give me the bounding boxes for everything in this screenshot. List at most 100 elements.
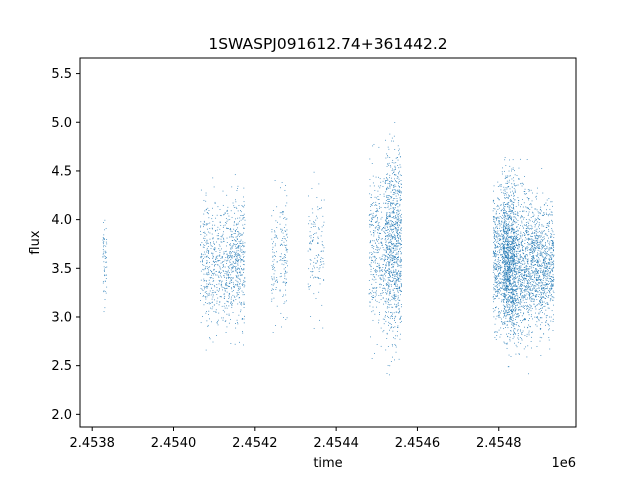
data-point [536,262,538,263]
data-point [506,232,508,234]
data-point [284,281,286,283]
data-point [204,280,206,281]
data-point [204,238,206,239]
data-point [515,262,516,264]
data-point [232,270,234,272]
data-point [387,235,388,236]
data-point [501,217,502,219]
data-point [219,265,221,267]
data-point [225,282,227,284]
data-point [513,183,515,185]
data-point [518,309,520,311]
data-point [502,238,504,239]
data-point [309,243,311,245]
data-point [212,224,214,226]
data-point [383,202,385,204]
data-point [511,190,513,192]
data-point [374,190,376,191]
data-point [382,271,383,273]
data-point [527,326,529,328]
data-point [522,320,523,322]
data-point [508,195,510,197]
data-point [507,293,509,295]
data-point [508,266,510,268]
data-point [396,243,397,245]
data-point [236,255,238,257]
data-point [493,298,495,300]
data-point [494,235,496,237]
data-point [499,234,500,236]
data-point [507,241,509,243]
data-point [508,281,510,283]
data-point [374,230,376,232]
data-point [207,253,209,254]
data-point [516,271,518,273]
data-point [512,289,513,291]
data-point [499,216,501,217]
data-point [370,268,372,270]
data-point [502,238,504,240]
data-point [389,271,391,273]
data-point [534,245,536,246]
data-point [233,299,234,301]
data-point [377,198,379,200]
data-point [505,204,507,205]
data-point [242,332,244,334]
data-point [234,254,236,256]
data-point [525,193,527,195]
data-point [396,181,397,183]
data-point [505,218,507,220]
data-point [495,232,497,234]
data-point [103,255,105,257]
data-point [493,238,495,240]
data-point [212,261,214,263]
data-point [311,188,313,189]
data-point [505,177,507,179]
data-point [522,240,524,242]
data-point [372,253,374,255]
data-point [390,236,392,238]
data-point [106,257,107,258]
data-point [317,242,319,244]
data-point [237,290,239,291]
data-point [512,312,514,314]
data-point [377,223,379,225]
data-point [496,233,498,234]
data-point [387,261,389,262]
data-point [214,265,215,267]
data-point [220,284,222,286]
data-point [215,251,217,252]
data-point [526,356,528,358]
data-point [507,233,509,235]
data-point [517,250,519,252]
data-point [400,237,402,239]
data-point [204,286,206,288]
data-point [531,347,532,349]
data-point [514,183,515,185]
data-point [512,245,514,247]
data-point [391,229,393,231]
data-point [514,271,516,273]
data-point [399,286,401,288]
data-point [522,258,524,260]
data-point [387,197,389,198]
data-point [390,235,392,237]
data-point [400,230,402,232]
data-point [506,231,508,232]
data-point [492,255,494,257]
data-point [214,286,216,288]
data-point [530,247,532,249]
data-point [233,265,234,267]
data-point [373,185,375,187]
data-point [240,265,241,267]
data-point [510,235,512,237]
data-point [511,212,513,214]
data-point [200,300,201,301]
data-point [205,273,207,275]
data-point [287,265,288,267]
data-point [510,257,512,258]
data-point [398,308,400,310]
data-point [503,312,505,314]
data-point [525,230,527,232]
data-point [504,285,505,286]
